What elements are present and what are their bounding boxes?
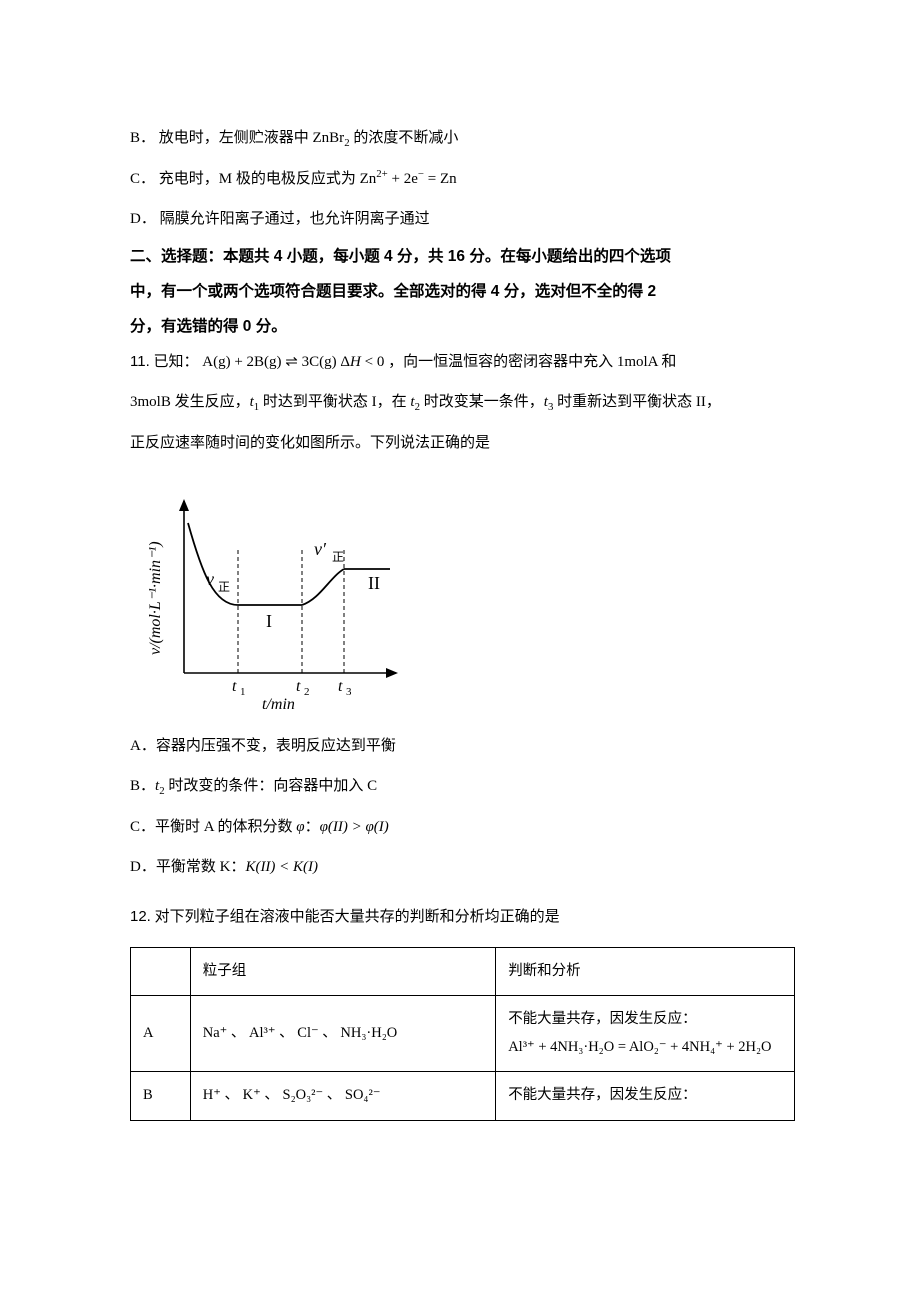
svg-text:1: 1 <box>240 686 246 698</box>
svg-text:t: t <box>338 678 343 695</box>
q11-opt-c: C．平衡时 A 的体积分数 φ：φ(II) > φ(I) <box>130 809 795 845</box>
ion-table: 粒子组 判断和分析 A Na⁺ 、 Al³⁺ 、 Cl⁻ 、 NH₃·H₂O 不… <box>130 947 795 1121</box>
opt-b-text: 放电时，左侧贮液器中 ZnBr <box>159 130 344 146</box>
svg-text:正: 正 <box>218 580 230 594</box>
svg-text:II: II <box>368 573 380 593</box>
table-row: B H⁺ 、 K⁺ 、 S₂O₃²⁻ 、 SO₄²⁻ 不能大量共存，因发生反应： <box>131 1072 795 1121</box>
section-header-l3: 分，有选错的得 0 分。 <box>130 311 795 342</box>
row-b-ions: H⁺ 、 K⁺ 、 S₂O₃²⁻ 、 SO₄²⁻ <box>190 1072 495 1121</box>
table-row: A Na⁺ 、 Al³⁺ 、 Cl⁻ 、 NH₃·H₂O 不能大量共存，因发生反… <box>131 996 795 1072</box>
q11-l1: 11. 已知： A(g) + 2B(g) ⇌ 3C(g) ΔH < 0 ，向一恒… <box>130 344 795 380</box>
row-b-label: B <box>131 1072 191 1121</box>
q12-num: 12. <box>130 908 151 925</box>
row-b-ana: 不能大量共存，因发生反应： <box>496 1072 795 1121</box>
q11-l3: 正反应速率随时间的变化如图所示。下列说法正确的是 <box>130 425 795 461</box>
q11-opt-a: A．容器内压强不变，表明反应达到平衡 <box>130 728 795 764</box>
q11-l2: 3molB 发生反应，t1 时达到平衡状态 I，在 t2 时改变某一条件，t3 … <box>130 384 795 421</box>
svg-text:t/min: t/min <box>262 696 295 713</box>
head-col1 <box>131 947 191 996</box>
rate-svg: t1t2t3t/minv/(mol·L⁻¹·min⁻¹)v正v′正III <box>136 473 416 713</box>
opt-d-label: D． <box>130 211 156 227</box>
svg-text:I: I <box>266 611 272 631</box>
q11-num: 11. <box>130 353 150 370</box>
opt-c-form: Zn2+ + 2e− = Zn <box>360 171 457 187</box>
svg-text:t: t <box>296 678 301 695</box>
svg-text:t: t <box>232 678 237 695</box>
opt-b-label: B． <box>130 130 155 146</box>
opt-c-text: 充电时，M 极的电极反应式为 <box>159 171 360 187</box>
head-col2: 粒子组 <box>190 947 495 996</box>
q11-opt-d: D．平衡常数 K：K(II) < K(I) <box>130 849 795 885</box>
opt-d-text: 隔膜允许阳离子通过，也允许阴离子通过 <box>160 211 430 227</box>
table-row: 粒子组 判断和分析 <box>131 947 795 996</box>
svg-text:v/(mol·L⁻¹·min⁻¹): v/(mol·L⁻¹·min⁻¹) <box>147 541 164 655</box>
row-a-ana: 不能大量共存，因发生反应： Al³⁺ + 4NH₃·H₂O = AlO₂⁻ + … <box>496 996 795 1072</box>
opt-c-label: C． <box>130 171 155 187</box>
option-d: D． 隔膜允许阳离子通过，也允许阴离子通过 <box>130 201 795 237</box>
q11-opt-b: B．t2 时改变的条件：向容器中加入 C <box>130 768 795 805</box>
svg-text:正: 正 <box>332 550 344 564</box>
option-c: C． 充电时，M 极的电极反应式为 Zn2+ + 2e− = Zn <box>130 161 795 197</box>
option-b: B． 放电时，左侧贮液器中 ZnBr2 的浓度不断减小 <box>130 120 795 157</box>
rate-chart: t1t2t3t/minv/(mol·L⁻¹·min⁻¹)v正v′正III <box>136 473 795 718</box>
svg-text:v: v <box>206 569 214 589</box>
section-header-l1: 二、选择题：本题共 4 小题，每小题 4 分，共 16 分。在每小题给出的四个选… <box>130 241 795 272</box>
svg-text:2: 2 <box>304 686 310 698</box>
q11-eq: A(g) + 2B(g) ⇌ 3C(g) <box>202 354 336 370</box>
row-a-ions: Na⁺ 、 Al³⁺ 、 Cl⁻ 、 NH₃·H₂O <box>190 996 495 1072</box>
svg-text:3: 3 <box>346 686 352 698</box>
q12-stem: 12. 对下列粒子组在溶液中能否大量共存的判断和分析均正确的是 <box>130 899 795 935</box>
section-header-l2: 中，有一个或两个选项符合题目要求。全部选对的得 4 分，选对但不全的得 2 <box>130 276 795 307</box>
opt-b-tail: 的浓度不断减小 <box>350 130 459 146</box>
row-a-label: A <box>131 996 191 1072</box>
head-col3: 判断和分析 <box>496 947 795 996</box>
svg-text:v′: v′ <box>314 539 327 559</box>
